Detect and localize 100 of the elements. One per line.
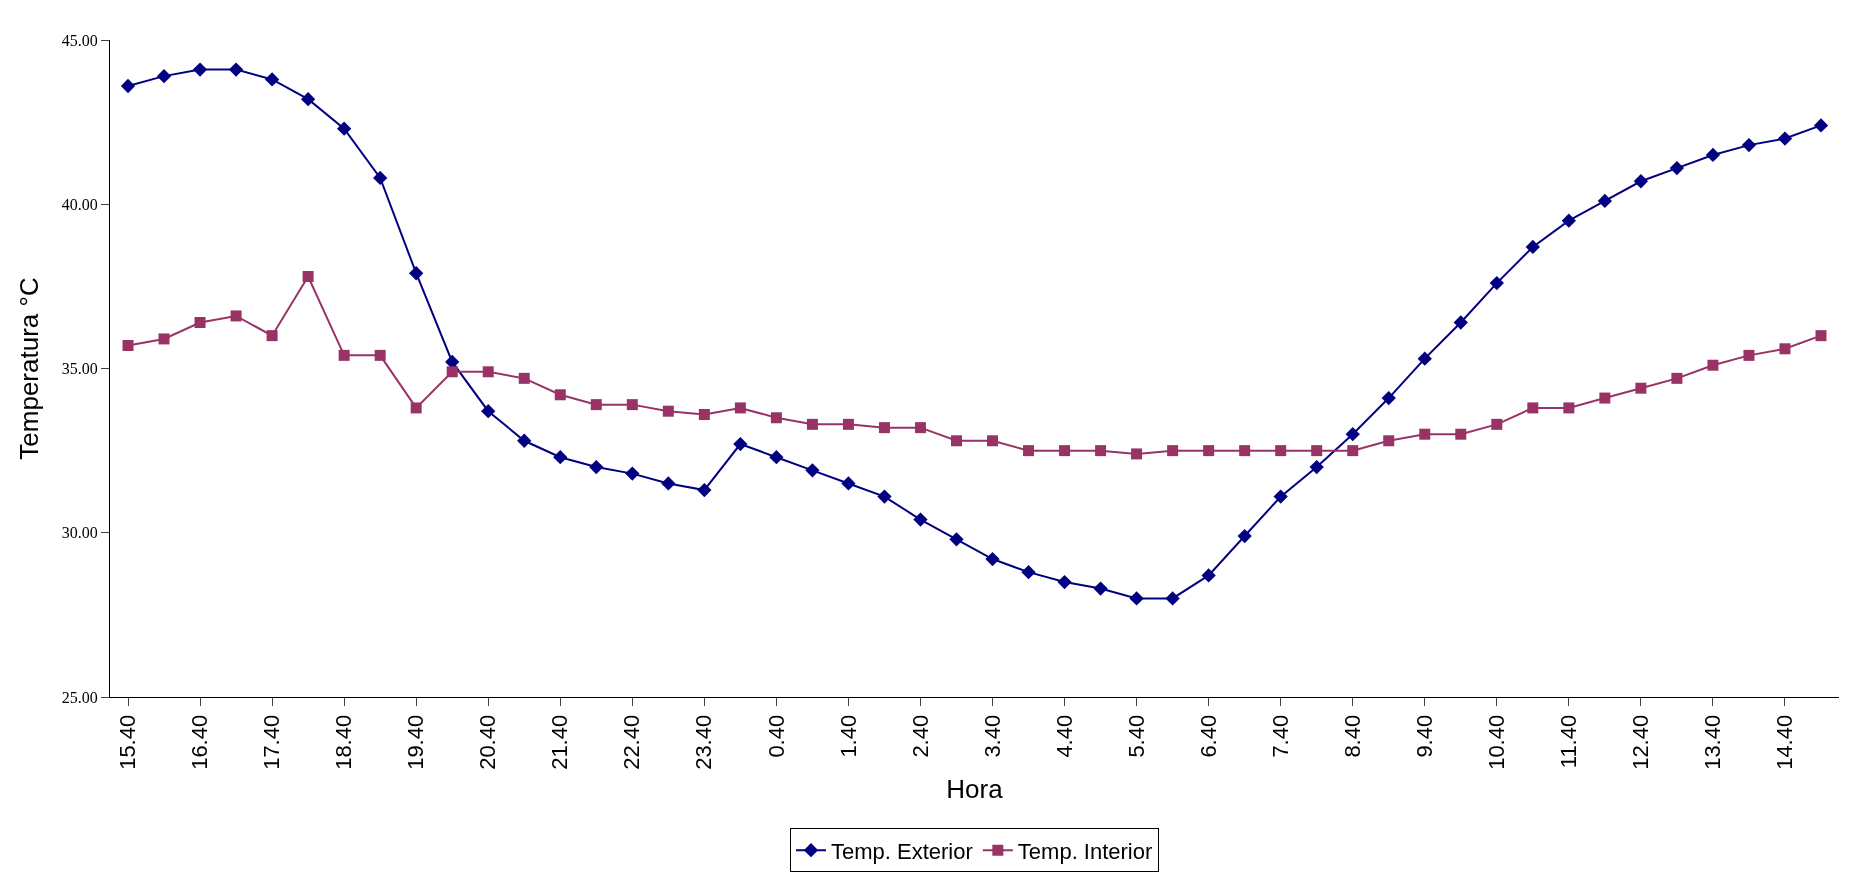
point	[1779, 343, 1791, 355]
point	[120, 78, 136, 94]
point	[264, 72, 280, 87]
x-tick-label: 12.40	[1628, 714, 1654, 770]
point	[914, 422, 926, 434]
point	[734, 402, 746, 414]
point	[302, 271, 314, 283]
point	[517, 433, 532, 448]
point	[410, 402, 422, 414]
legend-label: Temp. Exterior	[831, 838, 973, 864]
point	[1021, 565, 1036, 580]
x-tick-label: 4.40	[1051, 714, 1077, 758]
y-tick-label: 30.00	[61, 524, 98, 542]
point	[985, 551, 1000, 567]
point	[1525, 239, 1540, 255]
point	[1345, 427, 1360, 442]
x-tick-label: 23.40	[691, 714, 717, 770]
point	[338, 349, 350, 361]
point	[877, 489, 892, 504]
x-tick-label: 2.40	[907, 714, 933, 758]
point	[805, 463, 820, 478]
point	[1705, 147, 1721, 163]
point	[1743, 349, 1755, 361]
point	[1669, 160, 1685, 176]
point	[913, 512, 928, 527]
point	[1597, 193, 1613, 209]
y-axis-title: Temperatura °C	[14, 277, 45, 460]
x-tick-label: 8.40	[1339, 714, 1365, 758]
point	[733, 436, 748, 452]
point	[158, 333, 170, 345]
point	[1309, 459, 1324, 475]
point	[1561, 213, 1576, 228]
point	[554, 389, 566, 401]
point	[553, 450, 568, 465]
x-tick-label: 10.40	[1483, 714, 1509, 770]
point	[228, 62, 244, 77]
point	[1707, 359, 1719, 371]
point	[482, 366, 494, 378]
point	[1563, 402, 1575, 414]
point	[1813, 118, 1829, 133]
point	[1059, 445, 1071, 457]
point	[336, 121, 352, 136]
point	[1167, 445, 1179, 457]
point	[266, 330, 278, 342]
x-tick-label: 15.40	[115, 714, 141, 770]
point	[409, 266, 424, 281]
point	[1131, 448, 1143, 460]
point	[1347, 445, 1359, 457]
y-tick-label: 25.00	[61, 688, 98, 706]
legend-label: Temp. Interior	[1017, 838, 1153, 864]
x-tick-label: 0.40	[763, 714, 789, 758]
point	[1633, 174, 1649, 189]
x-tick-label: 21.40	[547, 714, 573, 770]
point	[625, 466, 640, 481]
point	[1129, 591, 1144, 606]
point	[373, 170, 388, 186]
point	[1453, 315, 1468, 330]
point	[698, 408, 710, 420]
x-tick-label: 9.40	[1411, 714, 1437, 758]
point	[446, 366, 458, 378]
point	[949, 532, 964, 547]
point	[230, 310, 242, 322]
x-tick-label: 6.40	[1195, 714, 1221, 758]
point	[987, 435, 999, 447]
point	[697, 482, 712, 498]
y-tick-label: 35.00	[61, 360, 98, 378]
point	[950, 435, 962, 447]
point	[1419, 428, 1431, 440]
point	[626, 399, 638, 411]
point	[194, 317, 206, 329]
point	[1165, 591, 1180, 606]
point	[192, 62, 208, 77]
point	[1057, 574, 1072, 590]
x-tick-label: 7.40	[1267, 714, 1293, 758]
point	[1741, 137, 1757, 153]
point	[122, 340, 134, 351]
point	[1201, 568, 1216, 583]
point	[662, 405, 674, 417]
point	[156, 68, 172, 84]
point	[1273, 489, 1288, 504]
point	[1491, 418, 1503, 430]
x-tick-label: 22.40	[619, 714, 645, 770]
x-tick-label: 19.40	[403, 714, 429, 770]
point	[1455, 428, 1467, 440]
point	[1417, 351, 1432, 366]
point	[1311, 445, 1323, 457]
point	[769, 450, 784, 465]
x-tick-label: 11.40	[1555, 714, 1581, 769]
x-axis-title: Hora	[946, 773, 1004, 804]
y-tick-label: 45.00	[61, 31, 98, 49]
point	[1599, 392, 1611, 404]
point	[841, 476, 856, 491]
point	[589, 459, 604, 475]
point	[1671, 372, 1683, 384]
point	[770, 412, 782, 424]
point	[1093, 581, 1108, 596]
x-tick-label: 16.40	[187, 714, 213, 770]
x-tick-label: 18.40	[331, 714, 357, 770]
x-tick-label: 3.40	[979, 714, 1005, 758]
point	[590, 399, 602, 411]
